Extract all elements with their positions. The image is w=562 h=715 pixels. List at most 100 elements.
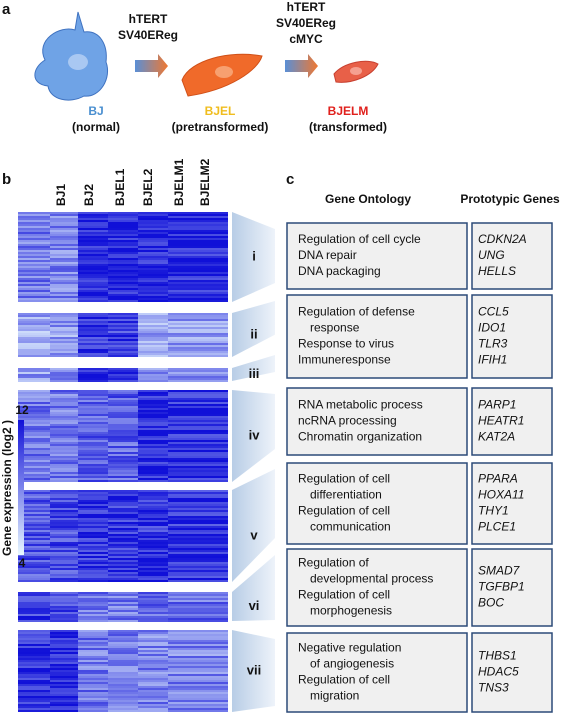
heatmap-cell xyxy=(18,596,50,598)
heatmap-cell xyxy=(138,434,168,436)
heatmap-cell xyxy=(78,234,108,236)
heatmap-cell xyxy=(18,262,50,264)
heatmap-cell xyxy=(18,698,50,700)
heatmap-cell xyxy=(78,222,108,224)
heatmap-cell xyxy=(138,648,168,650)
heatmap-cell xyxy=(50,268,78,270)
gene-box xyxy=(471,387,553,456)
heatmap-cell xyxy=(50,616,78,618)
heatmap-cell xyxy=(78,248,108,250)
heatmap-cell xyxy=(50,436,78,438)
gene: PPARA xyxy=(478,472,518,486)
column-label: BJELM2 xyxy=(198,158,212,206)
go-box xyxy=(286,548,468,627)
heatmap-cell xyxy=(168,508,228,510)
heatmap-cell xyxy=(138,692,168,694)
gene-box xyxy=(471,548,553,627)
heatmap-cell xyxy=(168,600,228,602)
heatmap-cell xyxy=(168,450,228,452)
heatmap-cell xyxy=(78,226,108,228)
heatmap-cell xyxy=(50,327,78,329)
heatmap-cell xyxy=(78,600,108,602)
heatmap-cell xyxy=(108,333,138,335)
heatmap-cell xyxy=(108,258,138,260)
heatmap-cell xyxy=(138,494,168,496)
heatmap-cell xyxy=(78,426,108,428)
heatmap-cell xyxy=(138,604,168,606)
heatmap-cell xyxy=(18,572,50,574)
heatmap-cell xyxy=(138,232,168,234)
heatmap-cell xyxy=(108,564,138,566)
heatmap-cell xyxy=(78,684,108,686)
heatmap-cell xyxy=(168,256,228,258)
heatmap-cell xyxy=(18,446,50,448)
heatmap-cell xyxy=(50,540,78,542)
heatmap-cell xyxy=(168,410,228,412)
heatmap-cell xyxy=(108,292,138,294)
heatmap-cell xyxy=(108,598,138,600)
heatmap-cell xyxy=(50,578,78,580)
heatmap-cell xyxy=(50,666,78,668)
heatmap-cell xyxy=(50,456,78,458)
heatmap-cell xyxy=(50,278,78,280)
heatmap-cell xyxy=(18,376,50,378)
heatmap-cell xyxy=(108,325,138,327)
heatmap-cell xyxy=(138,248,168,250)
heatmap-cell xyxy=(108,335,138,337)
colorbar xyxy=(18,420,24,555)
heatmap-cell xyxy=(78,349,108,351)
heatmap-cell xyxy=(138,440,168,442)
heatmap-cell xyxy=(168,335,228,337)
heatmap-cell xyxy=(168,548,228,550)
heatmap-cell xyxy=(78,254,108,256)
heatmap-cell xyxy=(108,234,138,236)
heatmap-cell xyxy=(18,300,50,302)
heatmap-cell xyxy=(50,266,78,268)
heatmap-cell xyxy=(78,347,108,349)
heatmap-cell xyxy=(168,378,228,380)
heatmap-cell xyxy=(138,347,168,349)
heatmap-cell xyxy=(138,454,168,456)
heatmap-cell xyxy=(168,454,228,456)
heatmap-cell xyxy=(108,268,138,270)
heatmap-cell xyxy=(78,468,108,470)
heatmap-cell xyxy=(108,462,138,464)
heatmap-cell xyxy=(108,390,138,392)
heatmap-cell xyxy=(138,339,168,341)
heatmap-cell xyxy=(50,516,78,518)
heatmap-cell xyxy=(18,462,50,464)
heatmap-cell xyxy=(18,554,50,556)
heatmap-cell xyxy=(18,570,50,572)
heatmap-cell xyxy=(50,510,78,512)
heatmap-cell xyxy=(138,438,168,440)
heatmap-cell xyxy=(18,460,50,462)
heatmap-cell xyxy=(78,522,108,524)
heatmap-cell xyxy=(18,266,50,268)
heatmap-cell xyxy=(108,660,138,662)
heatmap-cell xyxy=(168,640,228,642)
heatmap-cell xyxy=(168,602,228,604)
heatmap-cell xyxy=(18,516,50,518)
heatmap-cell xyxy=(18,378,50,380)
heatmap-cell xyxy=(138,394,168,396)
heatmap-cell xyxy=(168,412,228,414)
heatmap-cell xyxy=(168,650,228,652)
heatmap-cell xyxy=(108,636,138,638)
cluster-label: vi xyxy=(249,598,260,613)
heatmap-cell xyxy=(168,274,228,276)
heatmap-cell xyxy=(168,442,228,444)
heatmap-cell xyxy=(168,618,228,620)
heatmap-cell xyxy=(138,566,168,568)
heatmap-cell xyxy=(138,408,168,410)
heatmap-cell xyxy=(108,618,138,620)
heatmap-cell xyxy=(78,408,108,410)
heatmap-cell xyxy=(18,558,50,560)
heatmap-cell xyxy=(108,394,138,396)
heatmap-cell xyxy=(50,343,78,345)
heatmap-cell xyxy=(108,510,138,512)
heatmap-cell xyxy=(50,448,78,450)
go-term: migration xyxy=(310,689,359,703)
heatmap-cell xyxy=(138,508,168,510)
heatmap-cell xyxy=(168,642,228,644)
heatmap-cell xyxy=(50,684,78,686)
